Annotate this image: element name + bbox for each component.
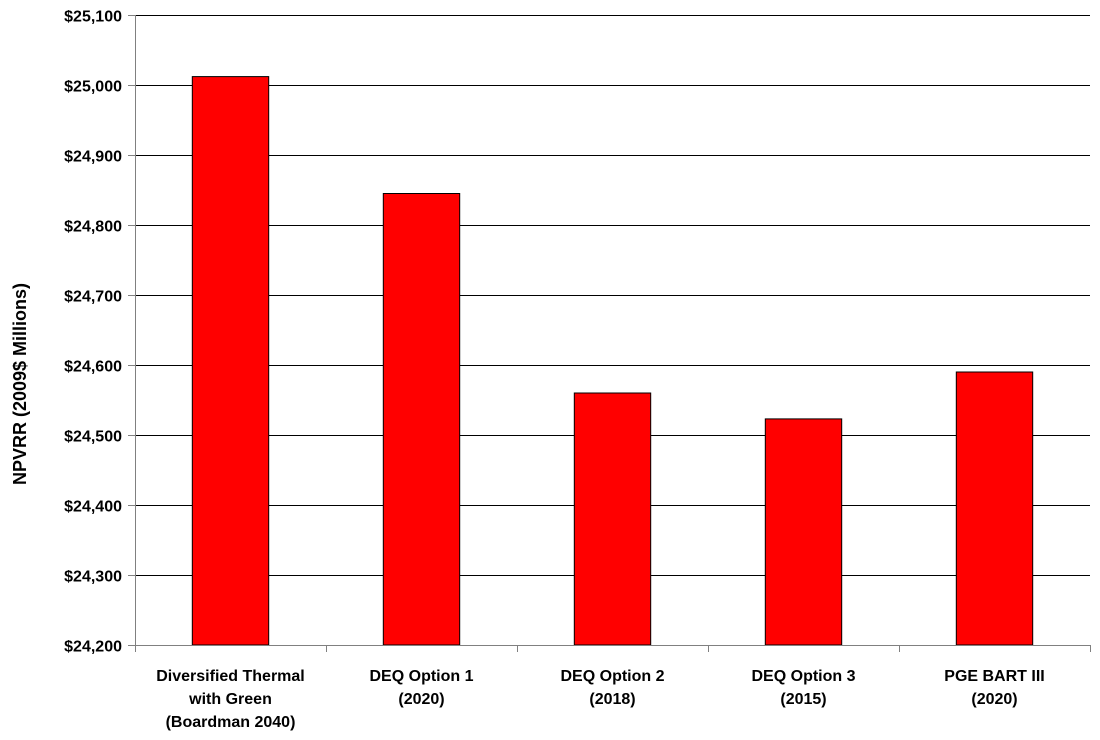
y-tick-label: $24,700 — [64, 289, 122, 306]
gridlines — [135, 15, 1090, 576]
y-tick-label: $25,000 — [64, 79, 122, 96]
bar — [955, 371, 1034, 646]
bar — [191, 76, 270, 646]
x-tick-labels: Diversified Thermal with Green (Boardman 2… — [156, 668, 1044, 731]
y-tick-label: $24,200 — [64, 639, 122, 656]
y-axis-title: NPVRR (2009$ Millions) — [10, 283, 30, 485]
bar — [764, 418, 843, 646]
y-tick-label: $24,800 — [64, 219, 122, 236]
y-tick-label: $25,100 — [64, 9, 122, 26]
y-tick-label: $24,300 — [64, 569, 122, 586]
y-tick-labels: $24,200 $24,300 $24,400 $24,500 $24,600 $24,7… — [64, 9, 122, 656]
y-tick-label: $24,900 — [64, 149, 122, 166]
x-tick-label: Diversified Thermal with Green (Boardman 2… — [156, 668, 305, 731]
axes — [128, 15, 1091, 652]
y-tick-label: $24,500 — [64, 429, 122, 446]
x-tick-label: PGE BART III (2020) — [944, 668, 1044, 708]
x-tick-label: DEQ Option 1 (2020) — [370, 668, 474, 708]
y-tick-label: $24,600 — [64, 359, 122, 376]
bars — [191, 76, 1034, 646]
x-tick-label: DEQ Option 2 (2018) — [561, 668, 665, 708]
y-tick-label: $24,400 — [64, 499, 122, 516]
x-tick-label: DEQ Option 3 (2015) — [752, 668, 856, 708]
bar — [382, 193, 461, 646]
bar — [573, 392, 652, 646]
